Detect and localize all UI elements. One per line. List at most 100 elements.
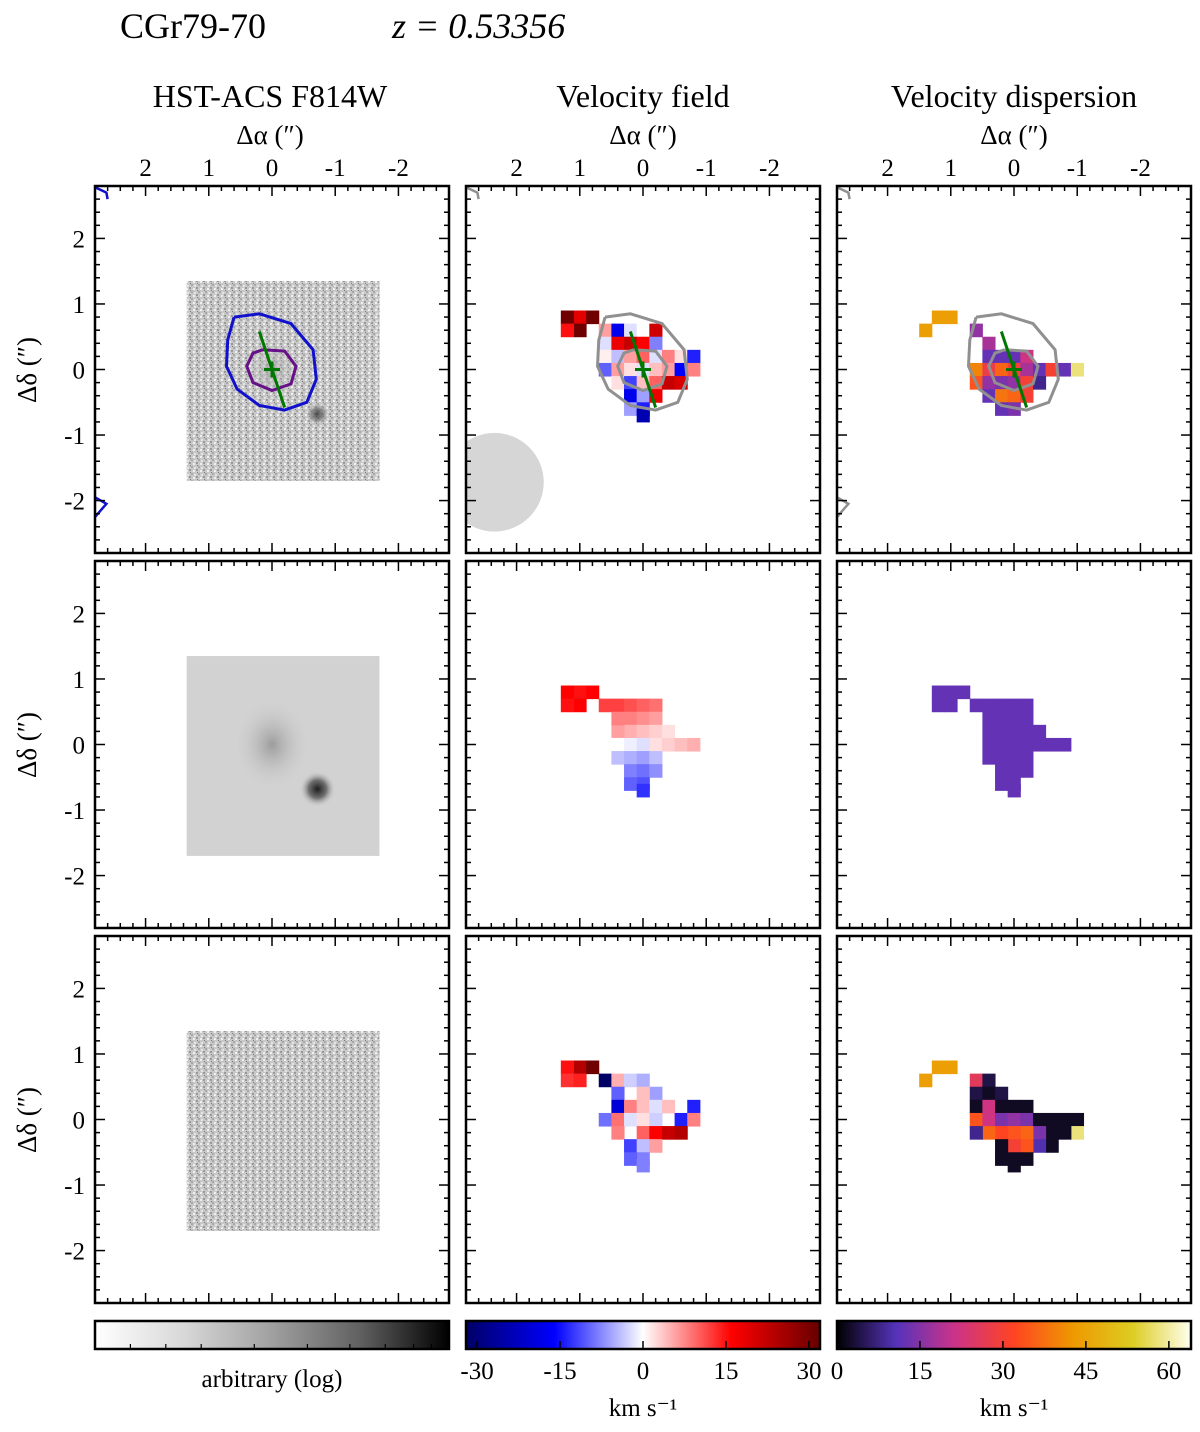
x-tick-label: -1 [325,155,346,182]
velocity-pixel [624,1139,638,1153]
dispersion-pixel [969,1073,983,1088]
edge-contour-bottom [837,496,851,518]
y-tick-label: -2 [64,864,85,891]
dispersion-pixel [931,1060,945,1075]
velocity-pixel [598,1112,612,1127]
dispersion-pixel [1020,1139,1034,1153]
dispersion-pixel [982,1126,996,1140]
x-tick-label: -2 [388,155,409,182]
velocity-pixel [674,737,688,752]
inner-contour [987,348,1040,393]
dispersion-pixel [1020,1099,1034,1114]
velocity-pixel [649,764,663,778]
colorbar-gradient [464,1319,822,1351]
colorbar-hst: arbitrary (log) [93,1319,451,1393]
velocity-pixel [611,1126,625,1140]
colorbar-row: arbitrary (log) -30 -15 0 15 30 km s⁻¹ 0 15 30 45 6… [93,1319,1193,1422]
dispersion-pixel [1007,737,1021,752]
velocity-pixel [636,1158,650,1173]
velocity-pixel [636,698,650,713]
velocity-pixel [611,737,625,752]
colorbar-gradient [835,1319,1193,1351]
companion-blob [305,402,330,427]
dispersion-pixel [995,698,1009,713]
panel-velocity-dispersion-residual [835,934,1193,1305]
companion-model-blob [299,771,336,808]
velocity-pixel [560,1073,574,1088]
colorbar-tick-label: 15 [907,1358,932,1385]
edge-contour-top [466,186,480,200]
velocity-pixel [649,698,663,713]
dispersion-pixel [995,1099,1009,1114]
velocity-pixel [649,737,663,752]
x-axis-label-col3: Δα (″) [980,120,1048,150]
velocity-pixel [586,1060,600,1075]
dispersion-pixel [931,310,945,325]
dispersion-pixel [969,1112,983,1127]
inner-contour [245,348,298,393]
y-tick-label: -1 [64,1173,85,1200]
inner-contour [616,348,669,393]
dispersion-pixel [995,389,1009,403]
velocity-pixel [661,1126,676,1140]
velocity-pixel [624,1073,638,1088]
velocity-pixel [573,1060,587,1075]
velocity-pixel [624,724,638,739]
velocity-pixel [624,764,638,778]
panel-hst-data: 2 1 0 -1 -2 2 1 0 -1 -2 [64,155,451,555]
x-axis-label-col2: Δα (″) [609,120,677,150]
column-title-velocity-field: Velocity field [556,78,729,114]
dispersion-pixel [995,777,1009,791]
dispersion-pixel [995,1126,1009,1140]
dispersion-pixel [1007,1099,1021,1114]
velocity-pixel [636,1126,650,1140]
dispersion-pixel [995,1139,1009,1153]
y-axis-label-row3: Δδ (″) [12,1087,42,1153]
velocity-pixel [661,1099,676,1114]
velocity-pixel [624,362,638,377]
velocity-pixel [598,698,612,713]
velocity-pixel [611,711,625,726]
edge-contour-top [95,186,109,200]
hst-noise-stamp [186,1031,380,1231]
dispersion-pixel [1045,737,1059,752]
velocity-pixel [560,323,574,338]
dispersion-pixel [919,1073,933,1088]
y-axis-label-row1: Δδ (″) [12,337,42,403]
velocity-pixel [636,389,650,403]
velocity-pixel [611,336,625,351]
dispersion-pixel [995,764,1009,778]
velocity-pixel [687,737,701,752]
colorbar-label: km s⁻¹ [980,1395,1049,1422]
dispersion-pixel [1020,737,1034,752]
dispersion-pixel [944,685,958,700]
x-tick-label: -2 [1130,155,1151,182]
velocity-pixel [586,310,600,325]
y-tick-label: 0 [73,1108,86,1135]
y-tick-label: -1 [64,798,85,825]
y-tick-label: 1 [73,667,86,694]
dispersion-pixel [1070,1112,1085,1127]
velocity-pixel [649,362,663,377]
panel-hst-model: 2 1 0 -1 -2 [64,559,451,930]
velocity-pixel [624,711,638,726]
x-tick-label: 2 [510,155,523,182]
x-tick-label: 1 [574,155,587,182]
velocity-pixel [573,685,587,700]
edge-contour-top [837,186,851,200]
dispersion-pixel [969,1086,983,1101]
y-tick-label: 2 [73,226,86,253]
colorbar-gradient [93,1319,451,1351]
dispersion-pixel [931,698,945,713]
dispersion-pixel [982,1112,996,1127]
outer-contour [595,312,689,412]
velocity-pixel [573,698,587,713]
dispersion-pixel [1032,1126,1047,1140]
dispersion-pixel [1020,362,1034,377]
colorbar-tick-label: -30 [460,1358,493,1385]
dispersion-pixel [1045,1126,1059,1140]
velocity-pixel [611,724,625,739]
velocity-pixel [687,1112,701,1127]
dispersion-pixel [1020,1112,1034,1127]
dispersion-pixel [1020,764,1034,778]
